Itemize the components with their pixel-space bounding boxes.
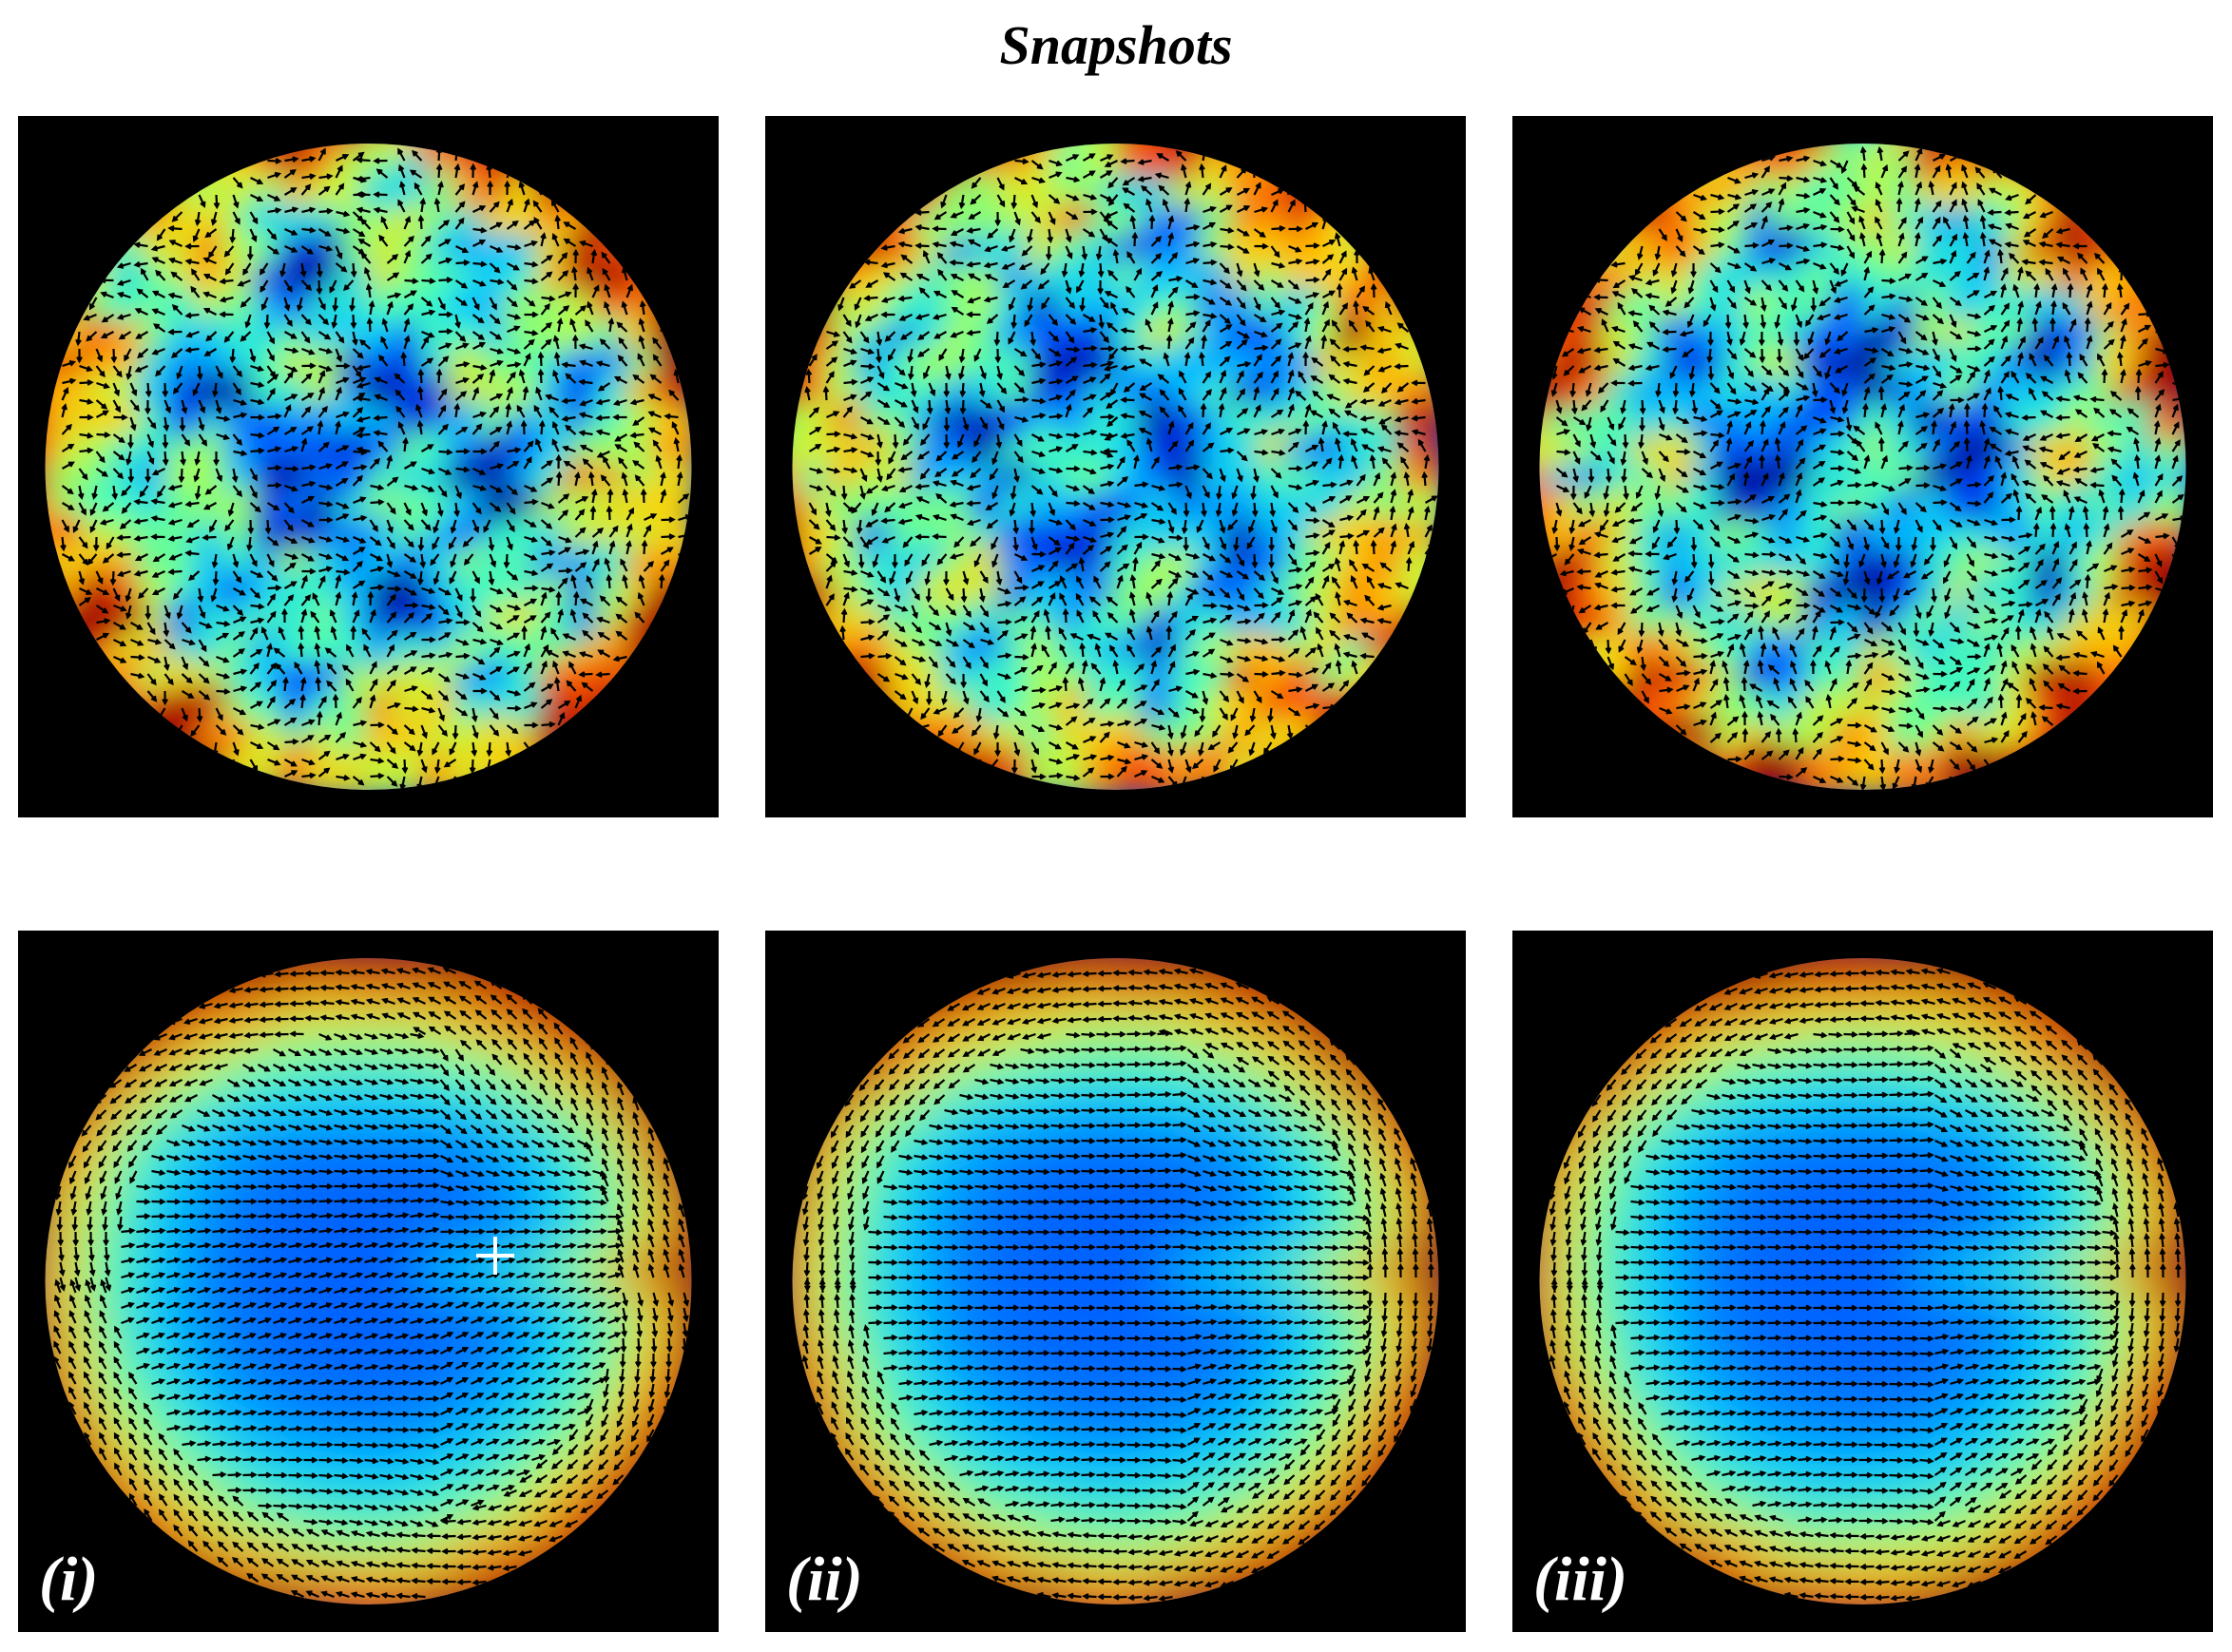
- averaged-panel-ii: (ii): [765, 931, 1466, 1632]
- velocity-field-top-1: [45, 144, 692, 790]
- figure-title: Snapshots: [999, 14, 1233, 76]
- panel-label-ii: (ii): [786, 1545, 863, 1614]
- panel-label-iii: (iii): [1533, 1545, 1627, 1614]
- disk-5: [1539, 958, 2186, 1604]
- disk-3: [45, 958, 692, 1604]
- crosshair-marker-icon: [476, 1237, 514, 1275]
- disk-2: [1539, 144, 2186, 790]
- velocity-field-top-2: [792, 144, 1439, 790]
- disk-0: [45, 144, 692, 790]
- velocity-field-i: [45, 958, 692, 1604]
- snapshot-panel-top-1: [18, 116, 719, 817]
- velocity-field-iii: [1539, 958, 2186, 1604]
- disk-4: [792, 958, 1439, 1604]
- velocity-field-top-3: [1539, 144, 2186, 790]
- averaged-panel-i: (i): [18, 931, 719, 1632]
- panel-label-i: (i): [39, 1545, 99, 1614]
- averaged-panel-iii: (iii): [1512, 931, 2213, 1632]
- disk-1: [792, 144, 1439, 790]
- velocity-field-ii: [792, 958, 1439, 1604]
- snapshot-panel-top-2: [765, 116, 1466, 817]
- snapshot-panel-top-3: [1512, 116, 2213, 817]
